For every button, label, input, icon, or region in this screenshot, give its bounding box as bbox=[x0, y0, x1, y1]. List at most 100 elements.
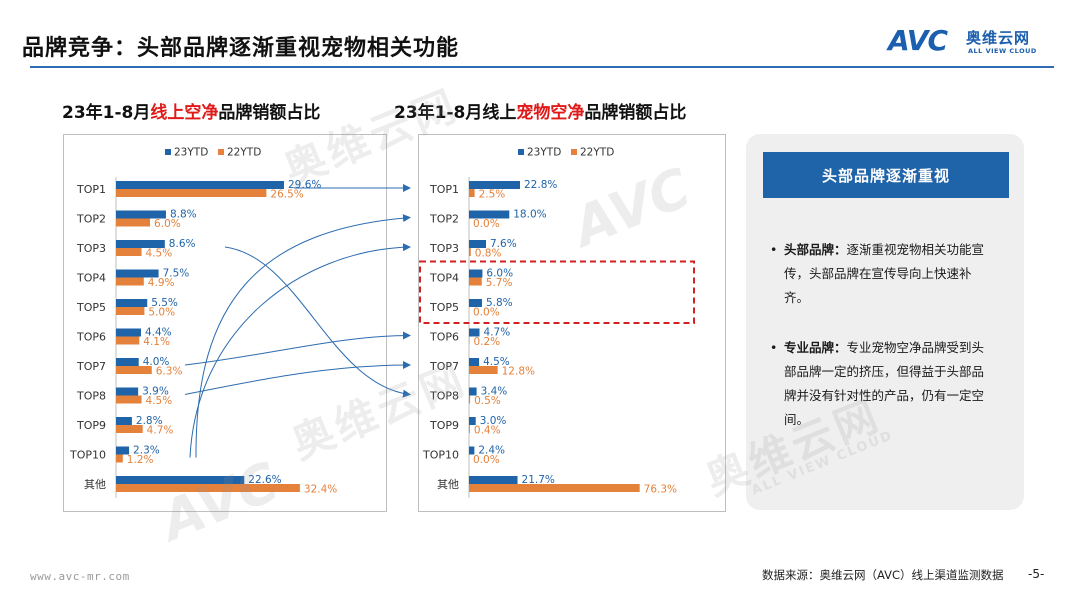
bar-23ytd bbox=[469, 417, 476, 425]
data-label-23ytd: 3.9% bbox=[142, 386, 169, 398]
data-label-22ytd: 0.4% bbox=[474, 425, 501, 437]
bullet-body-text: 逐渐重视宠物相关功能宣传，头部品牌在宣传导向上快速补齐。 bbox=[784, 242, 985, 305]
bullet-dot: • bbox=[770, 340, 778, 355]
data-label-22ytd: 1.2% bbox=[127, 454, 154, 466]
bar-23ytd bbox=[116, 181, 284, 189]
category-label: TOP10 bbox=[422, 449, 459, 462]
bar-22ytd bbox=[469, 277, 482, 286]
data-label-22ytd: 0.0% bbox=[473, 307, 500, 319]
bar-22ytd bbox=[116, 425, 143, 433]
page-title: 品牌竞争：头部品牌逐渐重视宠物相关功能 bbox=[22, 36, 460, 61]
bar-23ytd bbox=[469, 240, 486, 248]
bar-23ytd bbox=[116, 299, 148, 307]
data-source-note: 数据来源：奥维云网（AVC）线上渠道监测数据 bbox=[762, 568, 1004, 582]
data-label-23ytd: 3.0% bbox=[480, 415, 507, 427]
data-label-22ytd: 5.0% bbox=[148, 307, 175, 319]
category-label: TOP1 bbox=[429, 183, 459, 196]
data-label-22ytd: 4.5% bbox=[146, 248, 173, 260]
data-label-23ytd: 5.5% bbox=[151, 297, 178, 309]
legend-swatch-22ytd bbox=[571, 149, 577, 155]
bar-22ytd bbox=[116, 189, 267, 197]
legend-label-23ytd: 23YTD bbox=[527, 147, 561, 159]
data-label-23ytd: 4.0% bbox=[143, 356, 170, 368]
bar-23ytd bbox=[116, 328, 141, 337]
data-label-22ytd: 4.5% bbox=[146, 395, 173, 407]
data-label-22ytd: 4.1% bbox=[143, 336, 170, 348]
category-label: TOP2 bbox=[429, 213, 459, 226]
data-label-23ytd: 21.7% bbox=[522, 474, 555, 486]
data-label-22ytd: 4.7% bbox=[147, 425, 174, 437]
data-label-22ytd: 0.2% bbox=[473, 336, 500, 348]
bar-22ytd bbox=[116, 395, 142, 404]
bar-23ytd bbox=[469, 328, 480, 337]
category-label: TOP8 bbox=[429, 390, 459, 403]
data-label-23ytd: 18.0% bbox=[513, 209, 546, 221]
chart-legend: 23YTD 22YTD bbox=[518, 147, 614, 159]
bullet-head-label: 专业品牌： bbox=[784, 340, 847, 355]
category-label: TOP3 bbox=[429, 242, 459, 255]
left-chart-title-highlight: 线上空净 bbox=[150, 103, 219, 123]
category-label: TOP9 bbox=[429, 419, 459, 432]
bar-22ytd bbox=[116, 307, 145, 315]
right-chart-title-highlight: 宠物空净 bbox=[516, 103, 585, 123]
bar-22ytd bbox=[469, 248, 471, 256]
data-label-23ytd: 4.4% bbox=[145, 327, 172, 339]
logo-cn-text: 奥维云网 bbox=[966, 29, 1031, 47]
data-label-22ytd: 0.0% bbox=[473, 454, 500, 466]
left-chart-frame: 23YTD 22YTD TOP1 29.6% 26.5% TOP2 8.8% 6.0% TOP3… bbox=[63, 134, 387, 512]
category-label: 其他 bbox=[437, 478, 459, 491]
data-label-22ytd: 32.4% bbox=[304, 484, 337, 496]
category-label: TOP4 bbox=[76, 272, 106, 285]
data-label-22ytd: 4.9% bbox=[148, 277, 175, 289]
bar-22ytd bbox=[469, 189, 475, 197]
category-label: TOP5 bbox=[76, 301, 106, 314]
right-chart-title-suffix: 品牌销额占比 bbox=[584, 103, 687, 123]
insight-panel-header: 头部品牌逐渐重视 bbox=[763, 152, 1009, 198]
bar-23ytd bbox=[469, 358, 480, 366]
bar-23ytd bbox=[469, 476, 518, 484]
legend-label-22ytd: 22YTD bbox=[580, 147, 614, 159]
footer-url: www.avc-mr.com bbox=[30, 570, 130, 583]
data-label-23ytd: 2.4% bbox=[478, 445, 505, 457]
data-label-22ytd: 0.8% bbox=[475, 248, 502, 260]
right-bar-chart: 23YTD 22YTD TOP1 22.8% 2.5% TOP2 18.0% 0.0% TOP3… bbox=[422, 147, 677, 498]
legend-label-22ytd: 22YTD bbox=[227, 147, 261, 159]
category-label: TOP9 bbox=[76, 419, 106, 432]
legend-swatch-23ytd bbox=[518, 149, 524, 155]
bar-22ytd bbox=[116, 218, 151, 227]
bullet-dot: • bbox=[770, 242, 778, 257]
left-chart-title: 23年1-8月线上空净品牌销额占比 bbox=[62, 98, 320, 123]
data-label-23ytd: 22.6% bbox=[248, 474, 281, 486]
title-divider bbox=[30, 66, 1054, 68]
data-label-22ytd: 0.0% bbox=[473, 218, 500, 230]
bar-23ytd bbox=[116, 358, 139, 366]
insight-bullet-specialist-brand: • 专业品牌：专业宠物空净品牌受到头部品牌一定的挤压，但得益于头部品牌并没有针对… bbox=[770, 336, 994, 432]
category-label: TOP3 bbox=[76, 242, 106, 255]
data-label-22ytd: 76.3% bbox=[644, 484, 677, 496]
bar-22ytd bbox=[116, 336, 140, 345]
logo-en-text: ALL VIEW CLOUD bbox=[968, 47, 1037, 55]
bar-23ytd bbox=[469, 269, 483, 278]
data-label-23ytd: 4.7% bbox=[484, 327, 511, 339]
bar-23ytd bbox=[116, 269, 159, 278]
left-chart-title-prefix: 23年1-8月 bbox=[62, 103, 151, 123]
data-label-23ytd: 2.3% bbox=[133, 445, 160, 457]
data-label-23ytd: 8.8% bbox=[170, 209, 197, 221]
bar-22ytd bbox=[116, 277, 144, 286]
category-label: TOP10 bbox=[69, 449, 106, 462]
bar-23ytd bbox=[116, 446, 130, 455]
insight-panel: 头部品牌逐渐重视 • 头部品牌：逐渐重视宠物相关功能宣传，头部品牌在宣传导向上快… bbox=[746, 134, 1024, 510]
right-chart-title-prefix: 23年1-8月线上 bbox=[394, 103, 517, 123]
data-label-23ytd: 7.6% bbox=[490, 238, 517, 250]
data-label-22ytd: 12.8% bbox=[502, 366, 535, 378]
chart-legend: 23YTD 22YTD bbox=[165, 147, 261, 159]
legend-label-23ytd: 23YTD bbox=[174, 147, 208, 159]
insight-bullet-head-brand: • 头部品牌：逐渐重视宠物相关功能宣传，头部品牌在宣传导向上快速补齐。 bbox=[770, 238, 994, 310]
data-label-23ytd: 22.8% bbox=[524, 179, 557, 191]
right-chart-frame: 23YTD 22YTD TOP1 22.8% 2.5% TOP2 18.0% 0.0% TOP3… bbox=[418, 134, 726, 512]
bar-23ytd bbox=[469, 210, 510, 219]
logo-avc-text: AVC bbox=[888, 24, 948, 57]
bullet-head-label: 头部品牌： bbox=[784, 242, 847, 257]
bar-23ytd bbox=[469, 446, 475, 455]
